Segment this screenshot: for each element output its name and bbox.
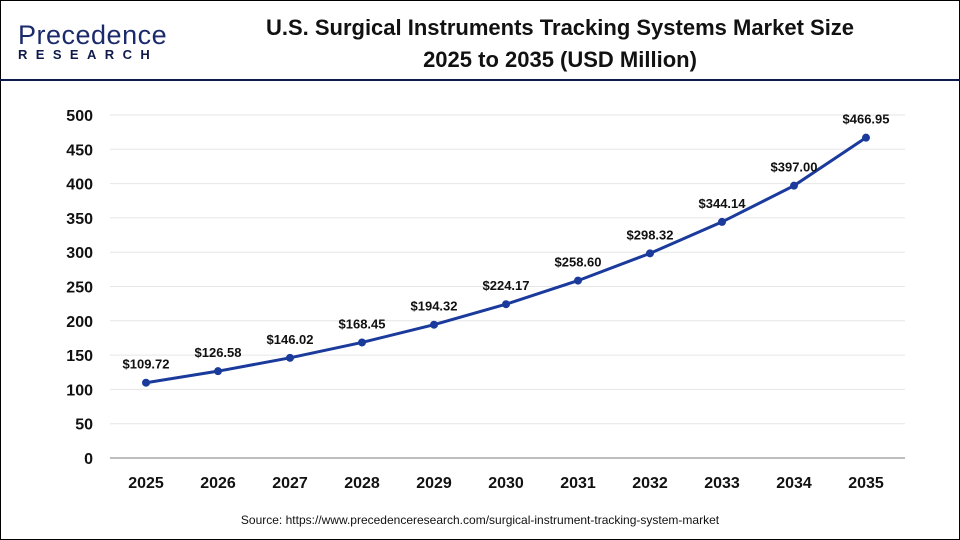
x-tick-label: 2026 [200,475,236,492]
x-tick-label: 2033 [704,475,740,492]
source-note: Source: https://www.precedenceresearch.c… [240,513,720,527]
chart-title: U.S. Surgical Instruments Tracking Syste… [230,12,890,76]
data-label: $224.17 [483,278,530,293]
y-tick-label: 400 [66,177,93,194]
y-tick-label: 250 [66,280,93,297]
data-point [646,249,654,258]
data-label: $258.60 [555,255,602,270]
data-label: $298.32 [627,227,674,242]
x-tick-label: 2028 [344,475,380,492]
y-tick-label: 300 [66,245,93,262]
data-label: $194.32 [411,299,458,314]
y-tick-label: 100 [66,382,93,399]
data-point [286,353,294,362]
x-tick-label: 2035 [848,475,884,492]
data-point [358,338,366,347]
y-tick-label: 500 [66,108,93,125]
y-tick-label: 150 [66,348,93,365]
data-point [574,276,582,285]
header: Precedence RESEARCH U.S. Surgical Instru… [0,0,960,81]
logo-line1: Precedence [18,20,168,50]
x-tick-label: 2027 [272,475,308,492]
data-point [718,217,726,226]
data-point [214,367,222,376]
data-point [790,181,798,190]
data-point [502,300,510,309]
data-point [862,133,870,142]
logo: Precedence RESEARCH [18,20,167,62]
data-label: $146.02 [267,332,314,347]
x-tick-label: 2025 [128,475,164,492]
y-tick-label: 350 [66,211,93,228]
data-label: $126.58 [195,345,242,360]
title-line1: U.S. Surgical Instruments Tracking Syste… [265,15,855,40]
x-tick-label: 2032 [632,475,668,492]
x-tick-label: 2034 [776,475,812,492]
title-line2: 2025 to 2035 (USD Million) [423,47,697,72]
x-tick-label: 2029 [416,475,452,492]
y-tick-label: 450 [66,142,93,159]
series-line [145,136,867,385]
data-label: $168.45 [339,316,386,331]
y-tick-label: 0 [84,451,93,468]
y-tick-label: 50 [75,417,93,434]
data-label: $397.00 [771,160,818,175]
x-tick-label: 2031 [560,475,596,492]
logo-line2: RESEARCH [18,47,159,62]
data-label: $466.95 [843,112,890,127]
data-point [142,378,150,387]
x-tick-label: 2030 [488,475,524,492]
data-label: $109.72 [123,357,170,372]
y-tick-label: 200 [66,314,93,331]
data-label: $344.14 [699,196,747,211]
data-point [430,320,438,329]
